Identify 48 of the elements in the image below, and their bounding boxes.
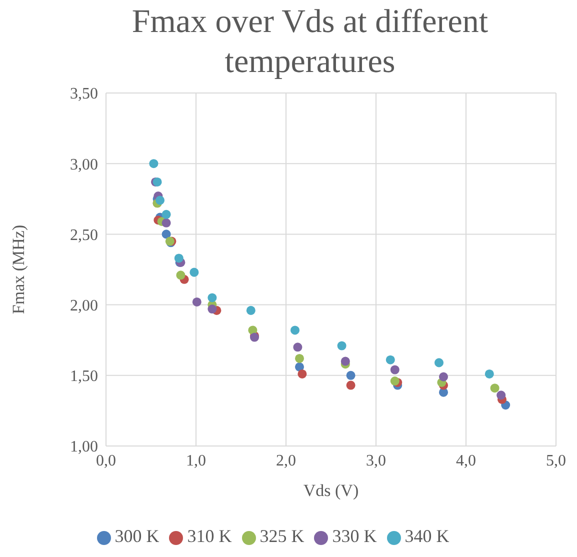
x-axis-title: Vds (V) <box>303 481 359 500</box>
legend-label: 310 K <box>187 526 232 546</box>
point <box>490 384 500 393</box>
point <box>390 365 400 374</box>
x-tick-label: 5,0 <box>546 452 566 470</box>
point <box>386 355 395 364</box>
point <box>192 297 202 306</box>
point <box>346 380 356 390</box>
point <box>290 326 300 335</box>
point <box>208 304 217 314</box>
point <box>294 362 304 372</box>
point <box>208 293 217 302</box>
point <box>438 372 448 382</box>
x-tick-label: 2,0 <box>276 452 296 470</box>
point <box>190 268 199 277</box>
y-tick-label: 2,50 <box>70 226 98 244</box>
chart-title: Fmax over Vds at different temperatures <box>130 3 490 82</box>
point <box>434 358 444 368</box>
y-tick-label: 1,50 <box>70 368 98 386</box>
point <box>149 159 158 168</box>
point <box>346 370 356 380</box>
point <box>162 210 171 219</box>
point <box>340 356 350 366</box>
y-axis-title: Fmax (MHz) <box>9 224 28 314</box>
point <box>496 390 506 400</box>
y-tick-label: 3,50 <box>70 86 98 103</box>
point <box>294 354 304 363</box>
point <box>162 218 171 228</box>
point <box>390 376 400 386</box>
point <box>162 230 171 239</box>
point <box>293 342 302 352</box>
point <box>176 270 186 280</box>
x-tick-label: 0,0 <box>96 452 116 470</box>
y-tick-label: 1,00 <box>70 438 98 456</box>
y-tick-label: 3,00 <box>70 156 98 174</box>
point <box>174 254 184 263</box>
x-tick-label: 4,0 <box>456 452 476 470</box>
legend-label: 330 K <box>332 526 377 546</box>
point <box>246 306 256 315</box>
point <box>484 369 494 378</box>
x-tick-label: 1,0 <box>186 452 206 470</box>
legend-label: 340 K <box>404 526 450 546</box>
legend-label: 325 K <box>260 526 304 546</box>
point <box>298 369 307 378</box>
x-tick-label: 3,0 <box>366 452 386 470</box>
y-tick-label: 2,00 <box>70 297 98 314</box>
legend-label: 300 K <box>114 526 160 546</box>
point <box>337 341 346 350</box>
